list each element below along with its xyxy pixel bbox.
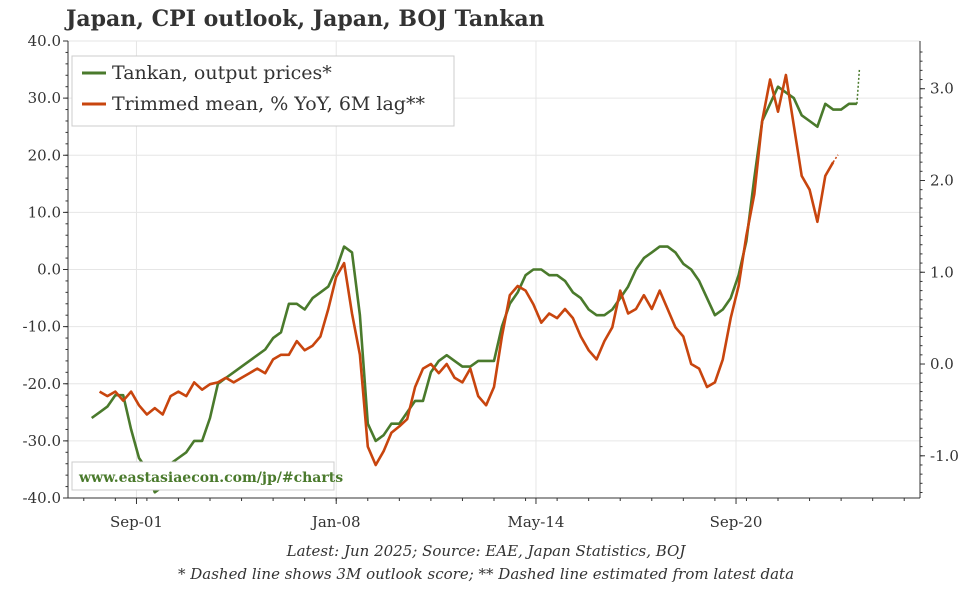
tick-label-left: -40.0	[23, 489, 61, 507]
series-line-trimmed	[98, 73, 835, 467]
tick-label-right: 3.0	[930, 80, 954, 98]
tick-label-left: 40.0	[28, 32, 61, 50]
tick-label-x: May-14	[508, 513, 565, 531]
legend-box	[71, 55, 455, 127]
tick-label-left: 30.0	[28, 89, 61, 107]
watermark-box	[71, 461, 335, 491]
series-dashed-trimmed	[832, 154, 839, 163]
chart-title: Japan, CPI outlook, Japan, BOJ Tankan	[66, 6, 545, 32]
chart: 40.0 30.0 20.0 10.0 0.0 -10.0 -20.0 -30.0 -40.0 3…	[23, 32, 959, 531]
tick-label-left: 20.0	[28, 146, 61, 164]
series-lines	[90, 69, 861, 494]
tick-label-x: Jan-08	[310, 513, 361, 531]
dashed-line-note: * Dashed line shows 3M outlook score; **…	[177, 565, 795, 583]
tick-label-left: -30.0	[23, 432, 61, 450]
tick-label-left: 0.0	[37, 261, 61, 279]
tick-label-x: Sep-01	[110, 513, 163, 531]
tick-label-right: 0.0	[930, 355, 954, 373]
tick-label-x: Sep-20	[710, 513, 763, 531]
tick-label-right: -1.0	[930, 447, 959, 465]
tick-label-left: -20.0	[23, 375, 61, 393]
tick-label-left: -10.0	[23, 318, 61, 336]
legend: Tankan, output prices* Trimmed mean, % Y…	[71, 55, 455, 127]
tick-label-right: 2.0	[930, 171, 954, 189]
legend-label-trimmed: Trimmed mean, % YoY, 6M lag**	[112, 93, 425, 115]
tick-label-right: 1.0	[930, 263, 954, 281]
tick-labels: 40.0 30.0 20.0 10.0 0.0 -10.0 -20.0 -30.0 -40.0 3…	[23, 32, 959, 531]
legend-label-tankan: Tankan, output prices*	[112, 62, 332, 84]
watermark-text: www.eastasiaecon.com/jp/#charts	[78, 470, 343, 486]
axes	[63, 40, 925, 504]
series-dashed-tankan	[856, 69, 861, 104]
tick-label-left: 10.0	[28, 203, 61, 221]
source-note: Latest: Jun 2025; Source: EAE, Japan Sta…	[286, 542, 686, 560]
series-line-tankan	[90, 85, 857, 494]
watermark: www.eastasiaecon.com/jp/#charts	[71, 461, 343, 491]
